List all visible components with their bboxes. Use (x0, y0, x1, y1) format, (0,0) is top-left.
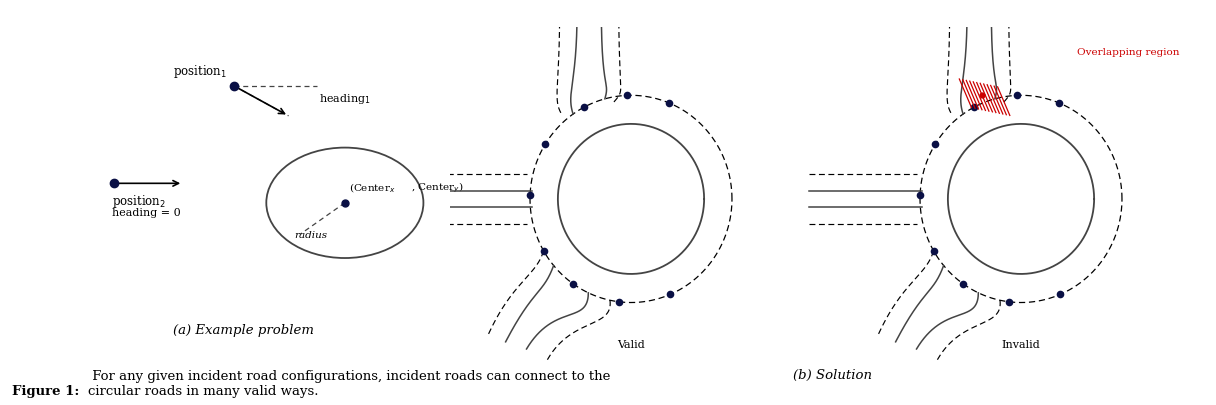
Text: (b) Solution: (b) Solution (794, 368, 872, 381)
Text: heading$_1$: heading$_1$ (320, 92, 371, 105)
Text: position$_2$: position$_2$ (112, 193, 165, 210)
Text: Valid: Valid (617, 339, 644, 349)
Text: position$_1$: position$_1$ (173, 63, 227, 79)
Text: Overlapping region: Overlapping region (1076, 48, 1180, 57)
Text: (Center$_x$: (Center$_x$ (349, 181, 395, 194)
Text: For any given incident road configurations, incident roads can connect to the
ci: For any given incident road configuratio… (88, 369, 610, 397)
Text: (a) Example problem: (a) Example problem (173, 323, 314, 336)
Text: Invalid: Invalid (1002, 339, 1041, 349)
Text: Figure 1:: Figure 1: (12, 384, 79, 397)
Text: , Center$_y$): , Center$_y$) (411, 180, 463, 194)
Text: radius: radius (294, 231, 327, 240)
Text: heading = 0: heading = 0 (112, 207, 180, 217)
